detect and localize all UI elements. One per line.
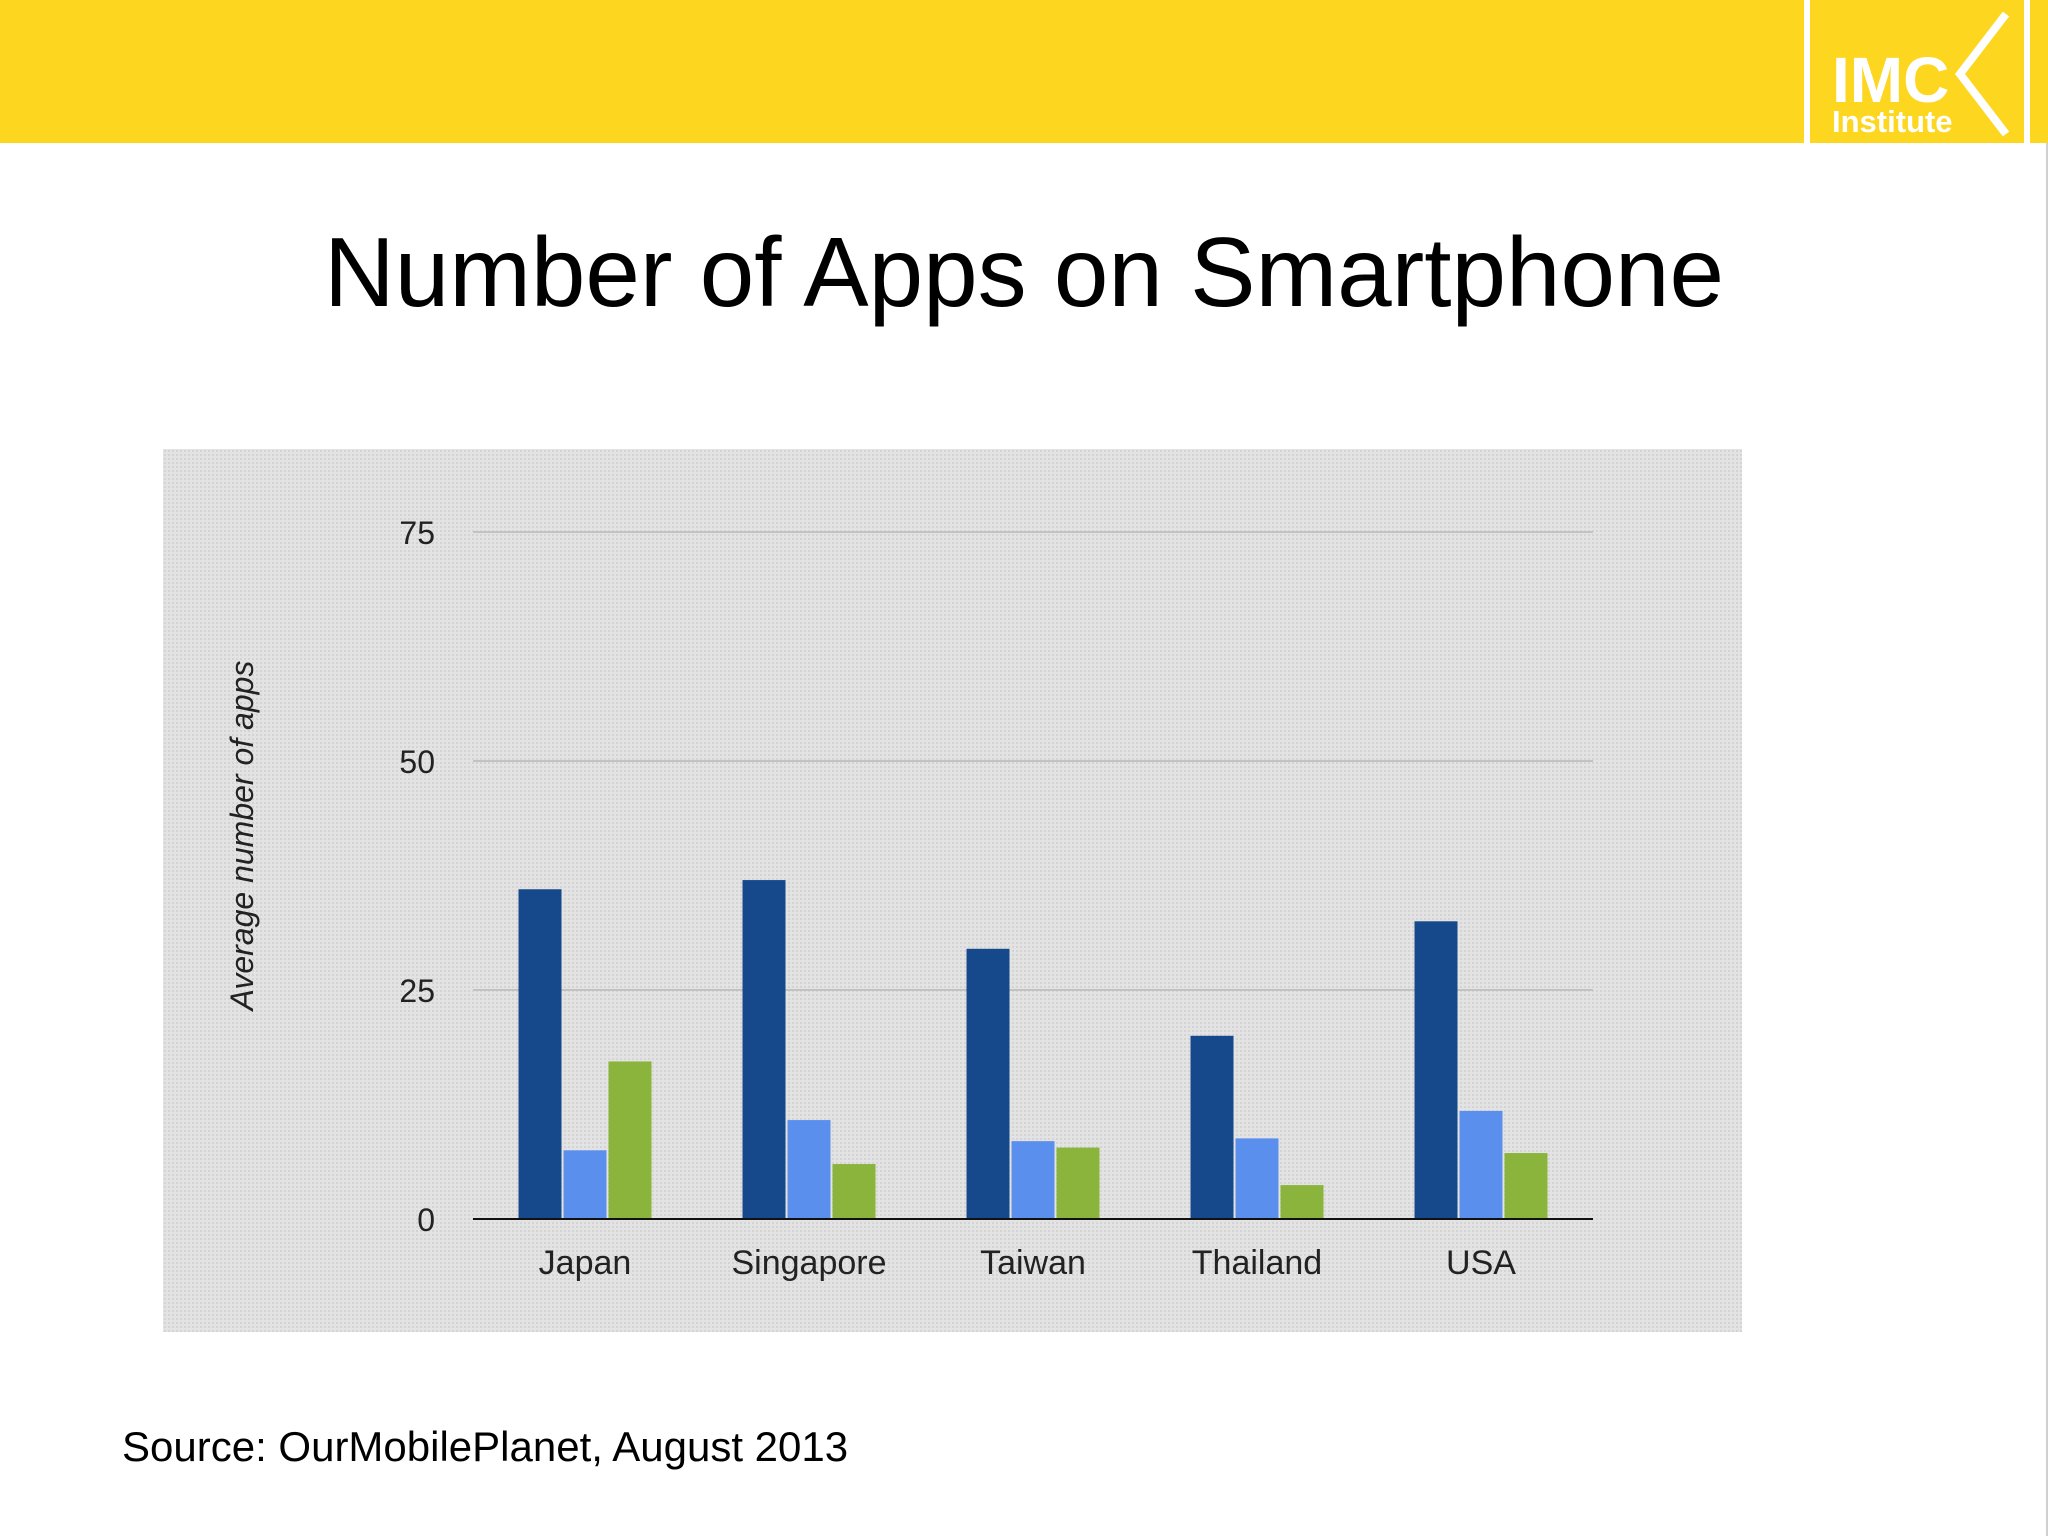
x-tick-label: Taiwan <box>980 1244 1086 1282</box>
logo-chevron-icon <box>1954 11 2010 137</box>
imc-institute-logo: IMC Institute <box>1804 0 2030 143</box>
bar <box>1056 1147 1100 1219</box>
y-tick-label: 25 <box>399 973 435 1009</box>
x-tick-label: Singapore <box>731 1244 886 1282</box>
bar-chart: 0 25 50 75 Japan Singapore Taiwan Thailand USA Av… <box>224 515 1593 1282</box>
y-tick-label: 50 <box>399 744 435 780</box>
x-tick-label: USA <box>1446 1244 1516 1282</box>
slide-title: Number of Apps on Smartphone <box>323 217 1725 327</box>
logo-text-imc: IMC <box>1832 44 1949 116</box>
bar <box>1414 921 1458 1219</box>
bar <box>1280 1185 1324 1219</box>
chart-panel: 0 25 50 75 Japan Singapore Taiwan Thailand USA Av… <box>163 449 1742 1332</box>
bar <box>563 1150 607 1219</box>
y-tick-label: 75 <box>399 515 435 551</box>
bar <box>608 1061 652 1219</box>
bar <box>1459 1110 1503 1219</box>
y-axis-label: Average number of apps <box>224 661 260 1013</box>
bar <box>966 948 1010 1219</box>
bar <box>832 1164 876 1219</box>
y-tick-label: 0 <box>417 1202 435 1238</box>
source-note: Source: OurMobilePlanet, August 2013 <box>122 1423 849 1470</box>
bar <box>1235 1138 1279 1219</box>
bar <box>518 889 562 1219</box>
bar <box>1190 1035 1234 1219</box>
header-band <box>0 0 2048 143</box>
bar <box>1011 1141 1055 1219</box>
bar <box>787 1120 831 1219</box>
x-tick-label: Japan <box>539 1244 632 1282</box>
bar <box>1504 1153 1548 1219</box>
x-tick-label: Thailand <box>1192 1244 1322 1282</box>
logo-text-institute: Institute <box>1832 104 1953 139</box>
slide-edge <box>2046 143 2048 1536</box>
bar <box>742 880 786 1219</box>
